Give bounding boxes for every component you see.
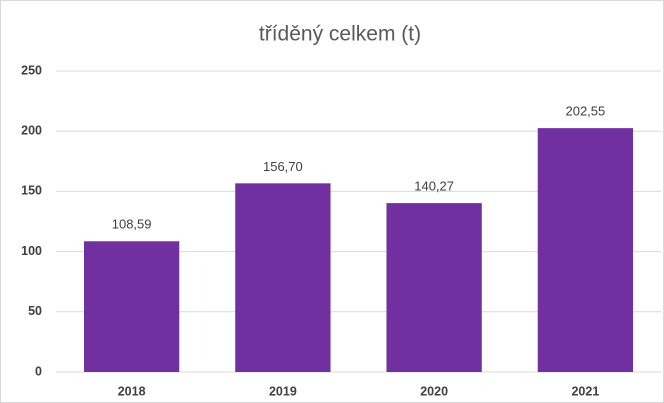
x-tick-label: 2018: [118, 384, 146, 398]
y-tick-label: 200: [21, 123, 42, 137]
bar: [235, 183, 331, 372]
y-tick-label: 150: [21, 184, 42, 198]
x-tick-label: 2021: [571, 384, 599, 398]
data-label: 140,27: [414, 179, 454, 194]
y-tick-label: 50: [28, 304, 42, 318]
bar: [386, 203, 482, 372]
bar: [537, 128, 634, 372]
y-tick-label: 100: [21, 244, 42, 258]
data-label: 108,59: [112, 217, 152, 232]
chart-title: tříděný celkem (t): [259, 23, 421, 46]
data-label: 202,55: [565, 104, 605, 119]
x-tick-label: 2020: [420, 384, 448, 398]
bar: [83, 241, 180, 372]
y-tick-label: 0: [35, 364, 42, 378]
x-tick-label: 2019: [269, 384, 297, 398]
data-label: 156,70: [263, 159, 303, 174]
y-tick-label: 250: [21, 63, 42, 77]
